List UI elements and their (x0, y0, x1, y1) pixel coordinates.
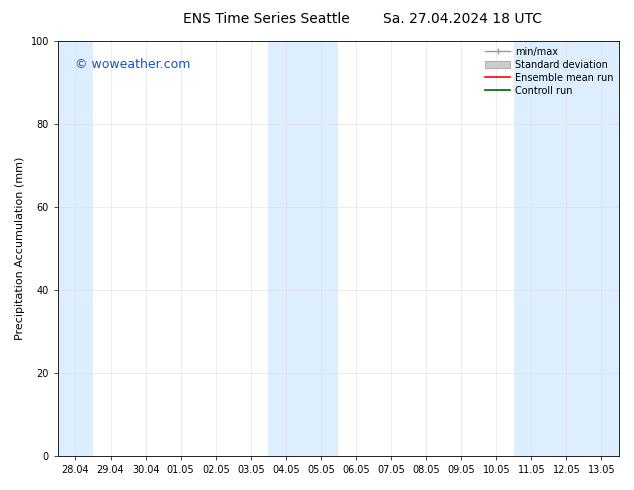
Text: © woweather.com: © woweather.com (75, 58, 190, 71)
Bar (304, 41, 339, 456)
Y-axis label: Precipitation Accumulation (mm): Precipitation Accumulation (mm) (15, 157, 25, 340)
Legend: min/max, Standard deviation, Ensemble mean run, Controll run: min/max, Standard deviation, Ensemble me… (482, 43, 617, 99)
Text: ENS Time Series Seattle: ENS Time Series Seattle (183, 12, 350, 26)
Bar (58, 41, 93, 456)
Bar (514, 41, 549, 456)
Bar (584, 41, 619, 456)
Bar (268, 41, 304, 456)
Bar (549, 41, 584, 456)
Text: Sa. 27.04.2024 18 UTC: Sa. 27.04.2024 18 UTC (384, 12, 542, 26)
